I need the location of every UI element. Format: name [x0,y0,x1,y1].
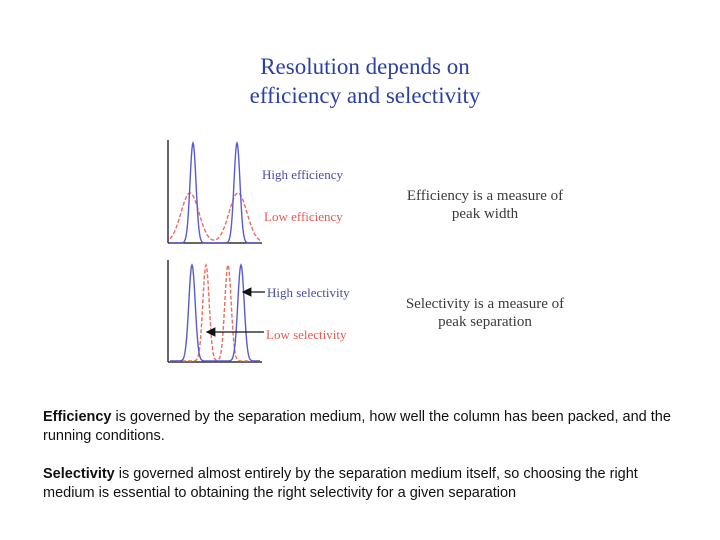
title-line-2: efficiency and selectivity [249,83,481,108]
efficiency-term: Efficiency [43,409,112,425]
selectivity-term: Selectivity [43,466,115,482]
selectivity-paragraph: Selectivity is governed almost entirely … [43,465,693,503]
efficiency-paragraph: Efficiency is governed by the separation… [43,408,693,446]
efficiency-caption: Efficiency is a measure of peak width [395,187,575,223]
slide-title: Resolution depends on efficiency and sel… [200,52,530,110]
high-efficiency-label: High efficiency [262,167,343,182]
selectivity-description: is governed almost entirely by the separ… [43,466,638,501]
efficiency-caption-line-2: peak width [451,206,519,222]
high-selectivity-peaks [170,263,260,362]
efficiency-caption-line-1: Efficiency is a measure of [406,188,564,204]
high-efficiency-peaks [170,140,260,244]
high-selectivity-label: High selectivity [267,285,350,300]
low-selectivity-label: Low selectivity [266,327,347,342]
resolution-diagram [167,140,265,363]
selectivity-caption-line-1: Selectivity is a measure of [405,296,565,312]
efficiency-description: is governed by the separation medium, ho… [43,409,671,444]
selectivity-caption-line-2: peak separation [438,314,532,330]
selectivity-caption: Selectivity is a measure of peak separat… [395,295,575,331]
low-efficiency-label: Low efficiency [264,209,343,224]
title-line-1: Resolution depends on [260,54,470,79]
low-selectivity-peaks [170,263,260,362]
low-efficiency-peaks [169,192,261,242]
